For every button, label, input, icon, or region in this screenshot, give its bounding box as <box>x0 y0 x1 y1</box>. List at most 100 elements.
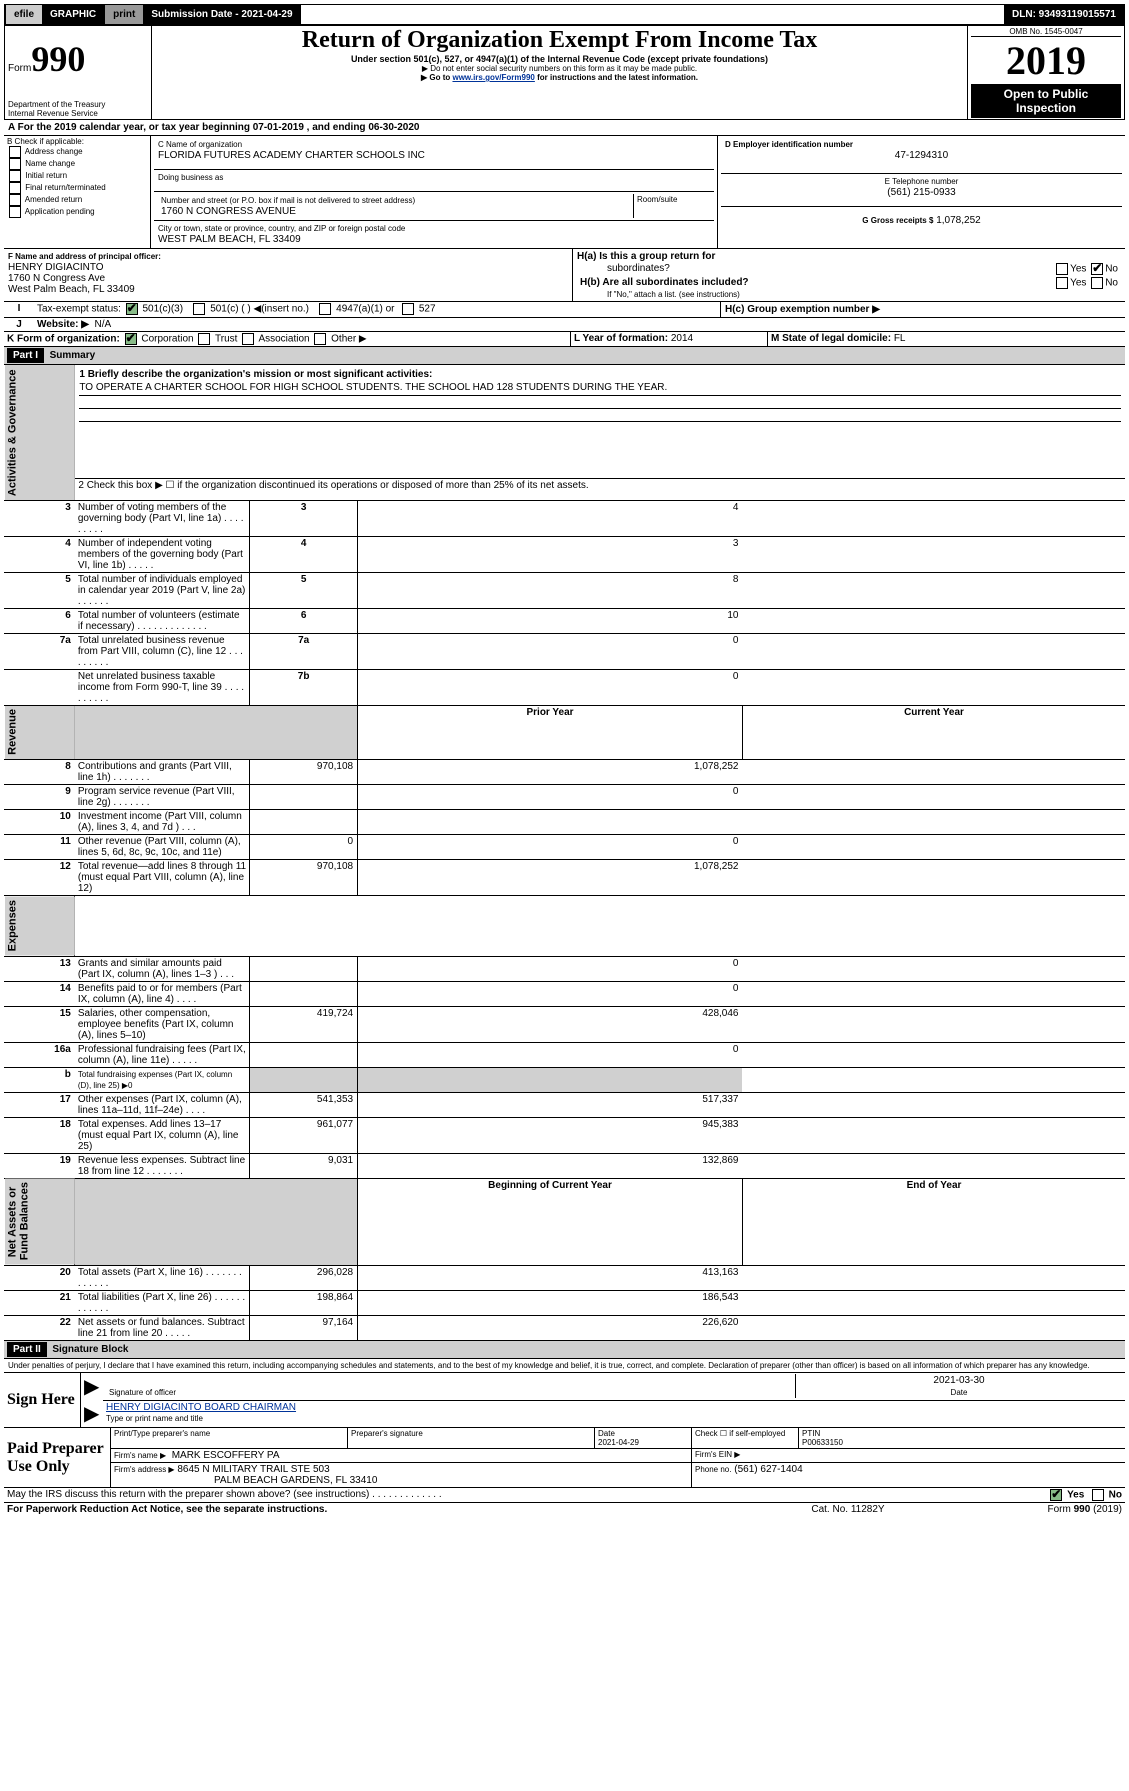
k-label: K Form of organization: <box>7 334 120 345</box>
officer-addr2: West Palm Beach, FL 33409 <box>8 284 135 295</box>
blank <box>75 1178 250 1265</box>
b-label: B Check if applicable: <box>7 137 147 146</box>
prior-value: 9,031 <box>250 1153 358 1178</box>
firm-addr2: PALM BEACH GARDENS, FL 33410 <box>114 1475 377 1486</box>
dln-label: DLN: 93493119015571 <box>1004 5 1124 24</box>
corp-cb[interactable] <box>125 333 137 345</box>
501c: 501(c) ( ) ◀(insert no.) <box>210 304 309 315</box>
prior-value <box>250 1042 358 1067</box>
line-num: 16a <box>4 1042 75 1067</box>
501c3: 501(c)(3) <box>142 304 183 315</box>
print-button[interactable]: print <box>104 5 143 24</box>
line-text: Total number of individuals employed in … <box>75 572 250 608</box>
prior-year-hdr: Prior Year <box>358 705 743 760</box>
prior-value: 0 <box>250 835 358 860</box>
ha-no-cb[interactable] <box>1091 263 1103 275</box>
check-name-change[interactable] <box>9 158 21 170</box>
form-number: 990 <box>31 39 85 79</box>
ha-yes-cb[interactable] <box>1056 263 1068 275</box>
trust-cb[interactable] <box>198 333 210 345</box>
curr-year-hdr: Current Year <box>742 705 1125 760</box>
form-header: Form990 Department of the Treasury Inter… <box>4 25 1125 120</box>
website-row: J Website: ▶ N/A <box>4 318 1125 332</box>
pp-sig-label: Preparer's signature <box>348 1428 595 1449</box>
part1-name: Summary <box>50 350 96 361</box>
4947-cb[interactable] <box>319 303 331 315</box>
line-num: 4 <box>4 536 75 572</box>
501c3-cb[interactable] <box>126 303 138 315</box>
check-address-change[interactable] <box>9 146 21 158</box>
prior-value: 961,077 <box>250 1117 358 1153</box>
sign-here-label: Sign Here <box>4 1373 81 1428</box>
check-application-pending[interactable] <box>9 206 21 218</box>
line-num <box>4 669 75 705</box>
line-value: 0 <box>358 669 743 705</box>
discuss-no-cb[interactable] <box>1092 1489 1104 1501</box>
line-num: 22 <box>4 1316 75 1341</box>
firm-addr-label: Firm's address ▶ <box>114 1465 175 1474</box>
room-label: Room/suite <box>634 194 711 218</box>
spacer <box>301 5 1004 24</box>
open-label: Open to Public <box>1004 87 1089 101</box>
graphic-button[interactable]: GRAPHIC <box>42 5 104 24</box>
line-text: Total unrelated business revenue from Pa… <box>75 633 250 669</box>
hb-no-cb[interactable] <box>1091 277 1103 289</box>
trust-l: Trust <box>215 334 237 345</box>
prior-value: 198,864 <box>250 1291 358 1316</box>
ha-label: H(a) Is this a group return for <box>577 251 715 262</box>
part1-body: Activities & Governance 1 Briefly descri… <box>4 365 1125 1341</box>
line-text: Professional fundraising fees (Part IX, … <box>75 1042 250 1067</box>
yes-l2: Yes <box>1070 278 1086 289</box>
line-num: 13 <box>4 956 75 981</box>
assoc-cb[interactable] <box>242 333 254 345</box>
subtitle2: ▶ Do not enter social security numbers o… <box>155 64 964 73</box>
line-num: 11 <box>4 835 75 860</box>
discuss-yes-cb[interactable] <box>1050 1489 1062 1501</box>
part2-header: Part II Signature Block <box>4 1341 1125 1359</box>
website-value: N/A <box>95 319 112 330</box>
form-title: Return of Organization Exempt From Incom… <box>155 27 964 54</box>
yes-l3: Yes <box>1067 1490 1084 1501</box>
dba-label: Doing business as <box>158 173 223 182</box>
sig-date-value: 2021-03-30 <box>933 1375 984 1386</box>
hb-note: If "No," attach a list. (see instruction… <box>577 290 1121 299</box>
line-num: 7a <box>4 633 75 669</box>
hb-yes-cb[interactable] <box>1056 277 1068 289</box>
curr-value: 413,163 <box>358 1266 743 1291</box>
other-cb[interactable] <box>314 333 326 345</box>
line-num: 3 <box>4 500 75 536</box>
tax-year: 2019 <box>971 37 1121 84</box>
firm-name-value: MARK ESCOFFERY PA <box>172 1450 280 1461</box>
cat-no: Cat. No. 11282Y <box>757 1503 940 1516</box>
line-text: Net unrelated business taxable income fr… <box>75 669 250 705</box>
blank-line <box>79 422 1121 434</box>
line-box: 7a <box>250 633 358 669</box>
line-box: 5 <box>250 572 358 608</box>
officer-name-link[interactable]: HENRY DIGIACINTO BOARD CHAIRMAN <box>106 1402 296 1413</box>
line-num: 14 <box>4 981 75 1006</box>
check-amended-return[interactable] <box>9 194 21 206</box>
501c-cb[interactable] <box>193 303 205 315</box>
blank <box>75 705 250 760</box>
hb-label: H(b) Are all subordinates included? <box>580 277 749 288</box>
curr-value: 517,337 <box>358 1092 743 1117</box>
527-cb[interactable] <box>402 303 414 315</box>
blank-line <box>79 396 1121 409</box>
officer-name: HENRY DIGIACINTO <box>8 262 104 273</box>
line-text: Benefits paid to or for members (Part IX… <box>75 981 250 1006</box>
line-num: 8 <box>4 760 75 785</box>
l2-text: 2 Check this box ▶ ☐ if the organization… <box>75 478 1125 500</box>
line-value: 3 <box>358 536 743 572</box>
line-box: 7b <box>250 669 358 705</box>
curr-value: 1,078,252 <box>358 760 743 785</box>
hc-label: H(c) Group exemption number ▶ <box>725 304 880 315</box>
phone-value: (561) 627-1404 <box>734 1464 802 1475</box>
check-initial-return[interactable] <box>9 170 21 182</box>
curr-value: 1,078,252 <box>358 860 743 896</box>
check-final-return/terminated[interactable] <box>9 182 21 194</box>
curr-value: 0 <box>358 835 743 860</box>
form990-link[interactable]: www.irs.gov/Form990 <box>452 73 534 82</box>
g-label: G Gross receipts $ <box>862 216 933 225</box>
d-label: D Employer identification number <box>725 140 853 149</box>
ptin-value: P00633150 <box>802 1438 843 1447</box>
